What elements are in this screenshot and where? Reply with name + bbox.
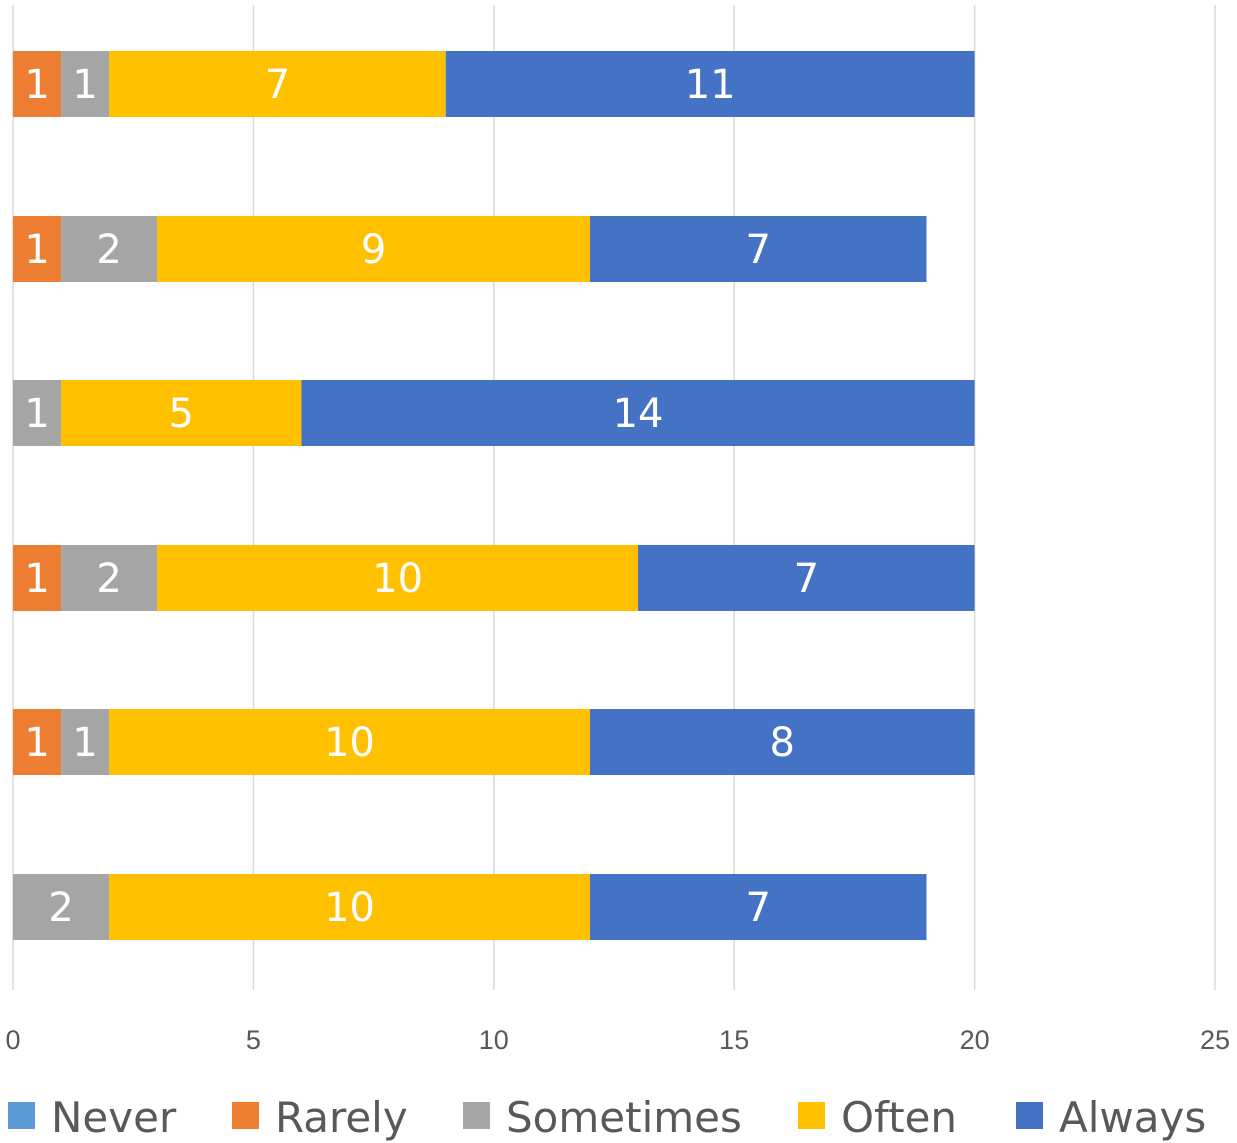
bar-sometimes-row-5	[61, 709, 110, 775]
bar-rarely-row-5	[13, 709, 62, 775]
data-label-always-row-2: 7	[746, 227, 771, 273]
data-label-rarely-row-1: 1	[24, 62, 49, 108]
x-tick-label-10: 10	[479, 1025, 509, 1055]
data-label-always-row-1: 11	[685, 62, 736, 108]
bar-often-row-1	[109, 51, 446, 117]
data-label-sometimes-row-5: 1	[72, 720, 97, 766]
data-label-often-row-3: 5	[169, 391, 194, 437]
legend-swatch-often	[798, 1102, 825, 1129]
bar-sometimes-row-6	[13, 874, 110, 940]
gridlines	[12, 5, 1216, 990]
data-label-rarely-row-5: 1	[24, 720, 49, 766]
data-label-rarely-row-4: 1	[24, 556, 49, 602]
legend-label-rarely: Rarely	[275, 1093, 408, 1142]
bar-rarely-row-1	[13, 51, 62, 117]
data-label-always-row-4: 7	[794, 556, 819, 602]
legend-swatch-always	[1016, 1102, 1043, 1129]
legend-label-always: Always	[1059, 1093, 1206, 1142]
bar-sometimes-row-2	[61, 216, 158, 282]
legend: Never Rarely Sometimes Often Always	[8, 1093, 1206, 1142]
data-label-sometimes-row-1: 1	[72, 62, 97, 108]
bar-always-row-2	[589, 216, 927, 282]
x-tick-label-15: 15	[719, 1025, 749, 1055]
bar-often-row-6	[109, 874, 590, 940]
bar-often-row-5	[109, 709, 590, 775]
bar-often-row-4	[157, 545, 639, 611]
legend-swatch-rarely	[232, 1102, 259, 1129]
data-label-sometimes-row-4: 2	[96, 556, 121, 602]
x-tick-label-20: 20	[960, 1025, 990, 1055]
data-label-always-row-3: 14	[613, 391, 664, 437]
bar-often-row-2	[157, 216, 590, 282]
bars: 1 1 7 111 2 9 71 5 141 2 10 71 1 10 82 10 7	[13, 51, 975, 940]
data-label-often-row-6: 10	[324, 885, 375, 931]
bar-sometimes-row-1	[61, 51, 110, 117]
data-label-sometimes-row-2: 2	[96, 227, 121, 273]
data-label-often-row-4: 10	[372, 556, 423, 602]
x-tick-label-25: 25	[1200, 1025, 1230, 1055]
bar-rarely-row-4	[13, 545, 62, 611]
data-label-sometimes-row-3: 1	[24, 391, 49, 437]
bar-always-row-4	[638, 545, 975, 611]
x-tick-label-0: 0	[5, 1025, 20, 1055]
bar-always-row-5	[589, 709, 975, 775]
legend-label-sometimes: Sometimes	[506, 1093, 742, 1142]
x-tick-label-5: 5	[246, 1025, 261, 1055]
legend-swatch-sometimes	[463, 1102, 490, 1129]
data-label-rarely-row-2: 1	[24, 227, 49, 273]
bar-often-row-3	[61, 380, 302, 446]
bar-rarely-row-2	[13, 216, 62, 282]
data-label-often-row-5: 10	[324, 720, 375, 766]
data-label-often-row-2: 9	[361, 227, 386, 273]
data-label-always-row-5: 8	[770, 720, 795, 766]
x-axis-tick-labels: 0 5 10 15 20 25	[5, 1025, 1230, 1055]
data-label-often-row-1: 7	[265, 62, 290, 108]
bar-always-row-1	[445, 51, 975, 117]
bar-always-row-3	[301, 380, 975, 446]
bar-always-row-6	[589, 874, 927, 940]
legend-label-often: Often	[841, 1093, 957, 1142]
bar-sometimes-row-3	[13, 380, 62, 446]
bar-sometimes-row-4	[61, 545, 158, 611]
data-label-always-row-6: 7	[746, 885, 771, 931]
legend-label-never: Never	[51, 1093, 177, 1142]
legend-swatch-never	[8, 1102, 35, 1129]
data-label-sometimes-row-6: 2	[48, 885, 73, 931]
